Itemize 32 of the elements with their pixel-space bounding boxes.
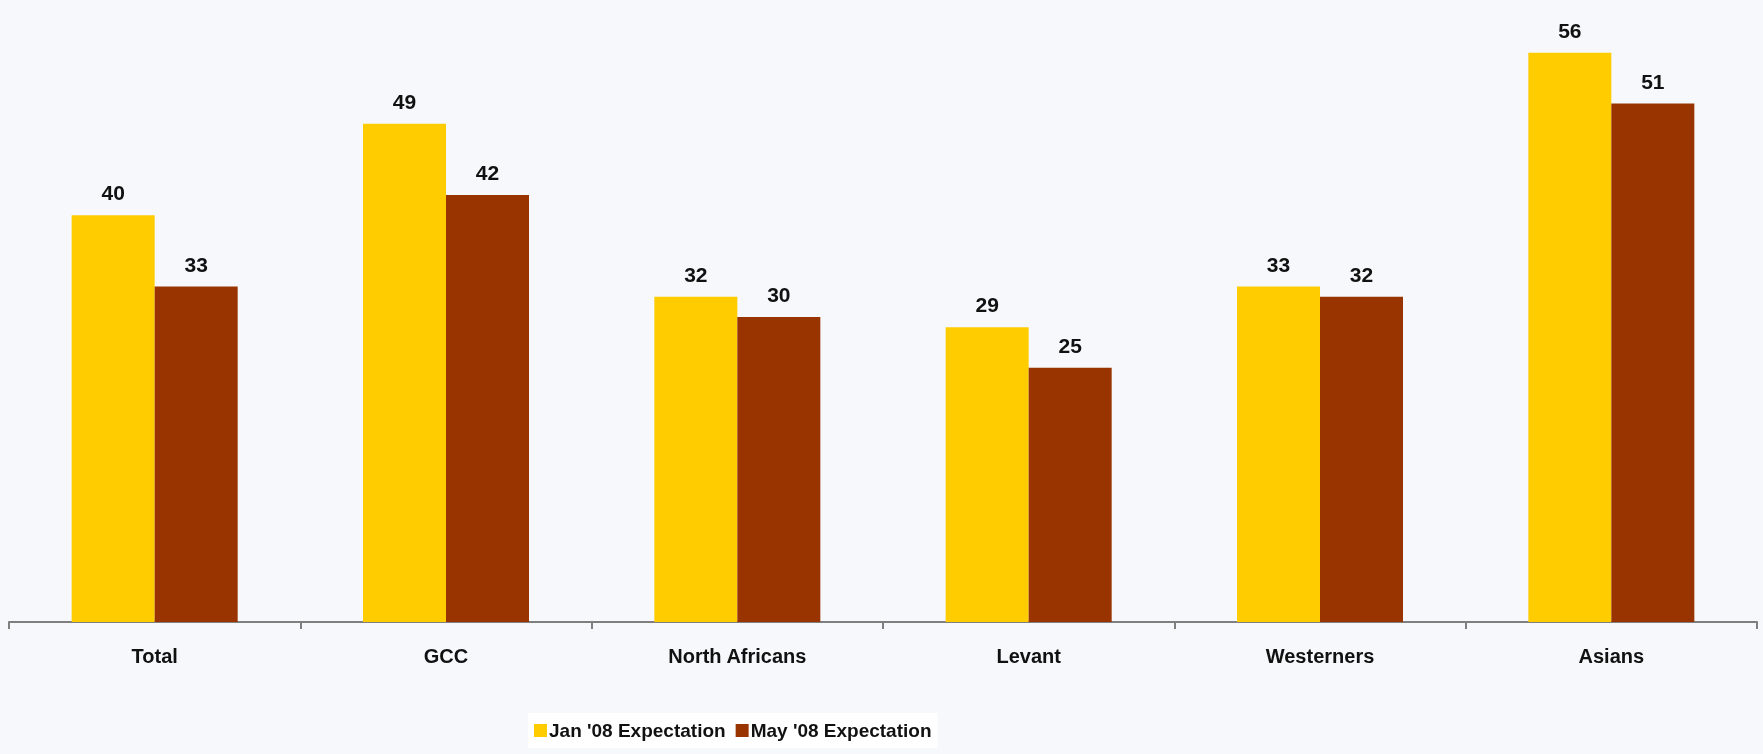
x-tick-label: North Africans (668, 645, 807, 667)
bar (71, 215, 155, 622)
bar (1611, 103, 1695, 622)
bar (446, 195, 529, 622)
x-tick-label: Levant (996, 645, 1062, 667)
x-tick-label: Total (131, 645, 178, 667)
bar (1320, 296, 1403, 622)
data-label: 30 (767, 283, 791, 306)
data-label: 49 (392, 89, 417, 113)
data-label: 25 (1058, 333, 1083, 357)
bar (363, 123, 446, 622)
data-label: 32 (684, 262, 708, 286)
data-label: 33 (1266, 252, 1291, 276)
data-label: 29 (975, 293, 999, 317)
data-label: 56 (1558, 18, 1582, 42)
data-label: 33 (184, 252, 208, 276)
x-tick-label: Asians (1578, 645, 1645, 667)
data-label: 51 (1641, 69, 1665, 93)
bar (1237, 286, 1320, 622)
x-tick-label: Westerners (1265, 645, 1375, 667)
bar (737, 317, 821, 622)
bar (1028, 367, 1112, 622)
data-label: 42 (475, 161, 500, 184)
legend-label: May '08 Expectation (750, 720, 932, 741)
x-tick-label: GCC (423, 645, 469, 667)
bar (154, 286, 238, 622)
data-label: 40 (101, 181, 125, 205)
bar (1528, 52, 1612, 622)
bar (945, 327, 1029, 622)
data-label: 32 (1349, 262, 1374, 286)
bar (654, 296, 738, 622)
legend-label: Jan '08 Expectation (549, 720, 726, 741)
